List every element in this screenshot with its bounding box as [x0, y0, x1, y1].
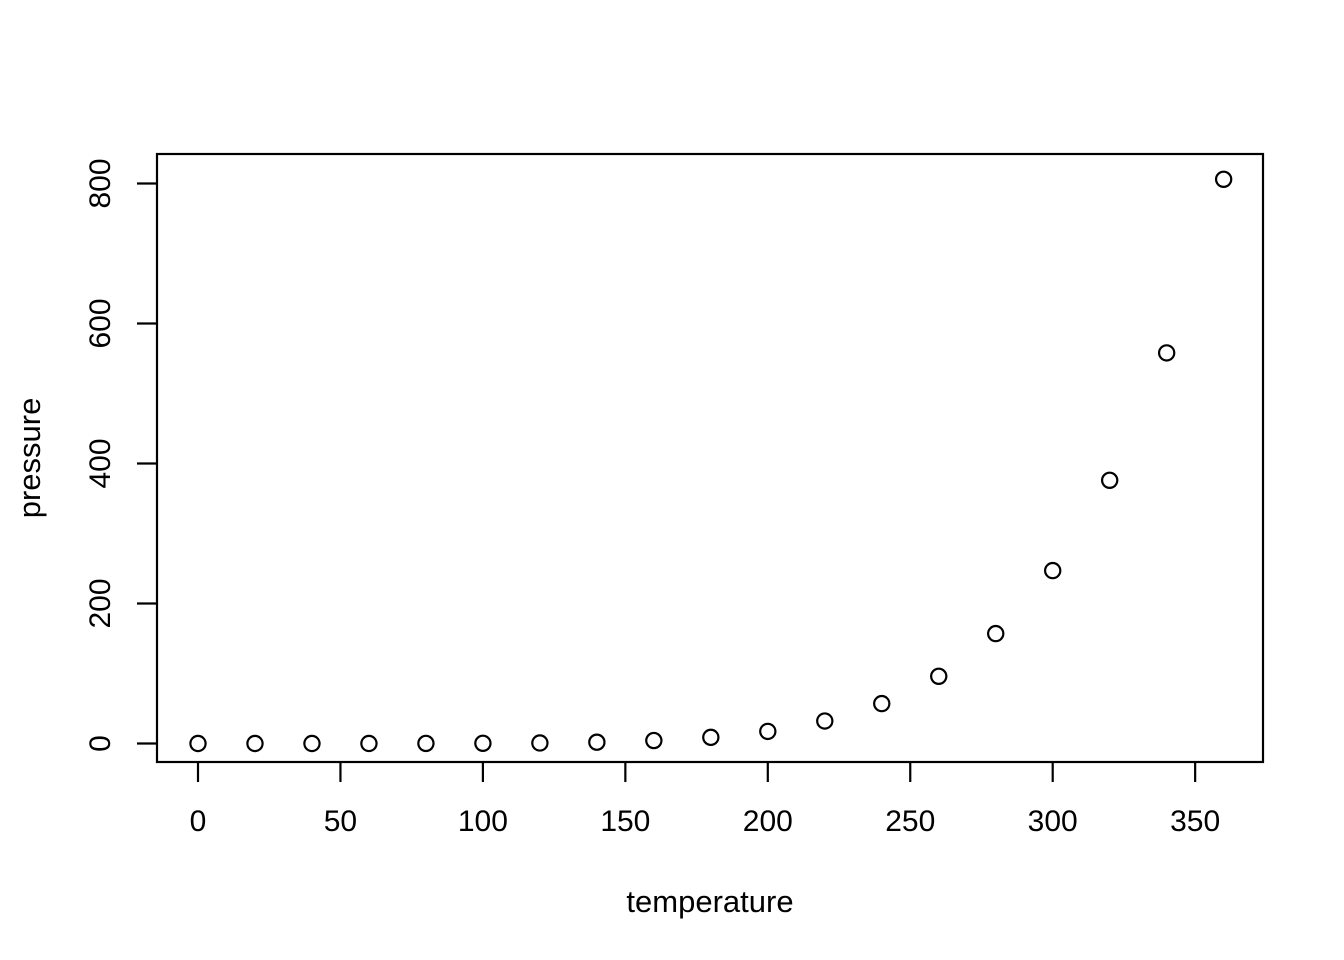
data-point: [360, 734, 378, 753]
x-tick-label: 250: [885, 805, 935, 838]
x-axis-title: temperature: [626, 884, 793, 919]
x-tick-label: 0: [190, 805, 207, 838]
data-point: [702, 728, 720, 747]
y-tick-label: 400: [84, 438, 117, 488]
data-point: [645, 731, 663, 750]
data-point: [189, 734, 207, 753]
data-point: [1157, 344, 1176, 362]
data-point: [474, 734, 492, 753]
x-tick-label: 50: [324, 805, 357, 838]
y-tick-label: 600: [84, 298, 117, 348]
x-tick-label: 350: [1170, 805, 1220, 838]
data-point: [987, 624, 1005, 643]
data-point: [930, 667, 948, 686]
x-tick-label: 200: [743, 805, 793, 838]
y-tick-label: 800: [84, 158, 117, 208]
data-point: [531, 734, 549, 752]
data-point: [588, 733, 606, 751]
data-point: [1100, 471, 1119, 489]
x-tick-label: 100: [458, 805, 508, 838]
data-point: [246, 734, 264, 753]
data-point: [816, 712, 834, 730]
x-tick-label: 300: [1028, 805, 1078, 838]
data-point: [1043, 561, 1062, 580]
data-point: [759, 722, 777, 741]
plot-box: [155, 152, 1265, 764]
y-axis-title: pressure: [12, 398, 47, 519]
data-point: [303, 734, 321, 753]
y-tick-label: 200: [84, 578, 117, 628]
data-point: [1214, 170, 1233, 188]
data-point: [417, 734, 435, 753]
x-tick-label: 150: [600, 805, 650, 838]
data-point: [873, 694, 891, 713]
y-tick-label: 0: [84, 735, 117, 752]
